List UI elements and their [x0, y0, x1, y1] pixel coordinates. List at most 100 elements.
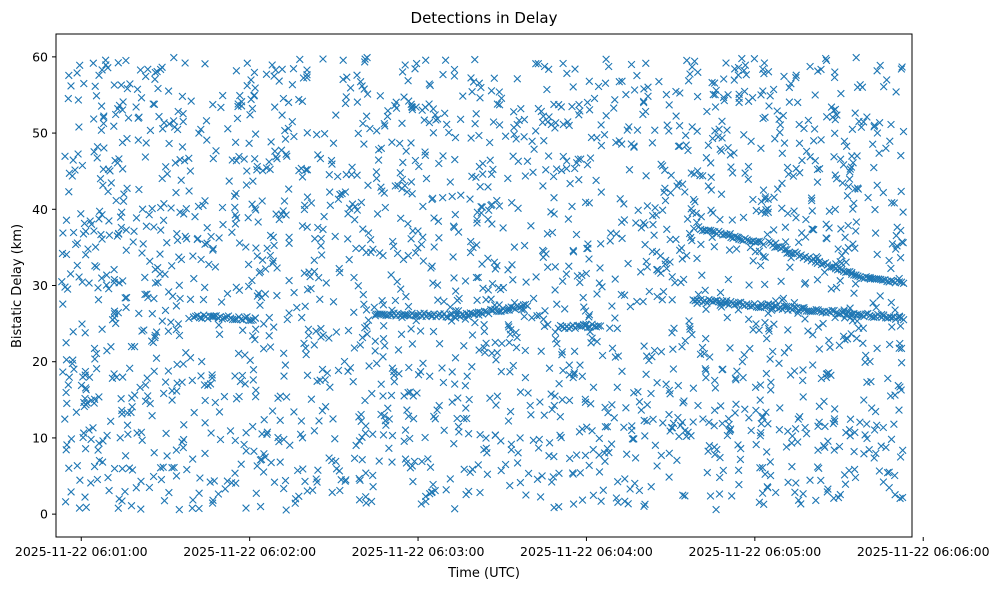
data-point [845, 425, 854, 434]
data-point [333, 172, 342, 181]
data-point [513, 120, 521, 129]
y-tick-label: 0 [40, 507, 48, 522]
data-point [886, 137, 894, 145]
data-point [899, 208, 907, 216]
data-point [112, 373, 121, 382]
data-point [314, 466, 322, 474]
data-point [643, 202, 652, 210]
data-point [151, 265, 160, 274]
data-point [862, 310, 870, 318]
data-point [734, 466, 743, 475]
data-point [298, 173, 307, 181]
data-point [97, 230, 105, 239]
data-point [215, 234, 223, 242]
data-point [254, 289, 263, 298]
data-point [391, 101, 399, 110]
data-point [259, 468, 268, 476]
data-point [430, 214, 438, 222]
data-point [404, 251, 413, 260]
data-point [704, 182, 713, 190]
data-point [331, 435, 339, 443]
data-point [756, 381, 765, 389]
data-point [381, 122, 389, 130]
data-point [556, 431, 564, 440]
data-point [681, 188, 689, 196]
data-point [360, 58, 369, 66]
data-point [405, 363, 413, 372]
data-point [520, 312, 529, 321]
data-point [417, 240, 426, 249]
data-point [839, 161, 848, 169]
data-point [531, 127, 540, 135]
data-point [454, 422, 463, 431]
data-point [838, 251, 846, 260]
data-point [703, 299, 711, 307]
data-point [719, 75, 728, 83]
data-point [231, 479, 240, 487]
data-point [873, 129, 882, 137]
data-point [784, 326, 792, 334]
data-point [693, 218, 701, 227]
data-point [358, 82, 366, 90]
data-point [261, 290, 270, 298]
data-point [620, 200, 628, 208]
data-point [562, 164, 571, 173]
data-point [597, 497, 605, 505]
y-axis-label: Bistatic Delay (km) [10, 224, 25, 348]
data-point [376, 92, 385, 100]
data-point [473, 208, 482, 217]
data-point [231, 436, 240, 445]
data-point [107, 179, 116, 187]
data-point [117, 394, 125, 403]
data-point [711, 103, 720, 111]
data-point [792, 71, 800, 79]
data-point [770, 302, 779, 310]
data-point [169, 117, 178, 125]
data-point [301, 344, 310, 352]
data-point [199, 201, 207, 210]
data-point [819, 319, 827, 328]
data-point [761, 209, 769, 217]
data-point [836, 276, 844, 285]
data-point [887, 276, 895, 285]
data-point [78, 161, 87, 170]
data-point [589, 491, 598, 500]
data-point [814, 446, 822, 454]
data-point [154, 84, 162, 93]
data-point [95, 393, 103, 401]
data-point [509, 304, 517, 312]
data-point [885, 340, 894, 349]
data-point [377, 144, 386, 153]
data-point [575, 322, 584, 330]
data-point [495, 307, 503, 316]
data-point [781, 238, 790, 246]
data-point [138, 205, 147, 213]
data-point [718, 117, 726, 126]
data-point [668, 424, 677, 432]
data-point [738, 54, 746, 63]
data-point [606, 237, 614, 245]
data-point [578, 271, 586, 280]
data-point [875, 118, 884, 127]
data-point [299, 465, 307, 473]
data-point [765, 327, 773, 335]
data-point [344, 326, 353, 335]
data-point [65, 373, 74, 381]
data-point [887, 313, 896, 322]
data-point [724, 91, 732, 99]
data-point [64, 381, 73, 389]
data-point [661, 166, 669, 175]
data-point [491, 431, 500, 440]
data-point [69, 328, 77, 336]
data-point [590, 94, 599, 103]
data-point [79, 429, 88, 437]
data-point [59, 229, 67, 237]
data-point [852, 271, 860, 279]
data-point [537, 347, 545, 355]
data-point [310, 341, 319, 349]
data-point [890, 199, 899, 207]
data-point [468, 331, 477, 339]
data-point [788, 432, 797, 440]
data-point [762, 448, 771, 456]
data-point [387, 391, 396, 400]
